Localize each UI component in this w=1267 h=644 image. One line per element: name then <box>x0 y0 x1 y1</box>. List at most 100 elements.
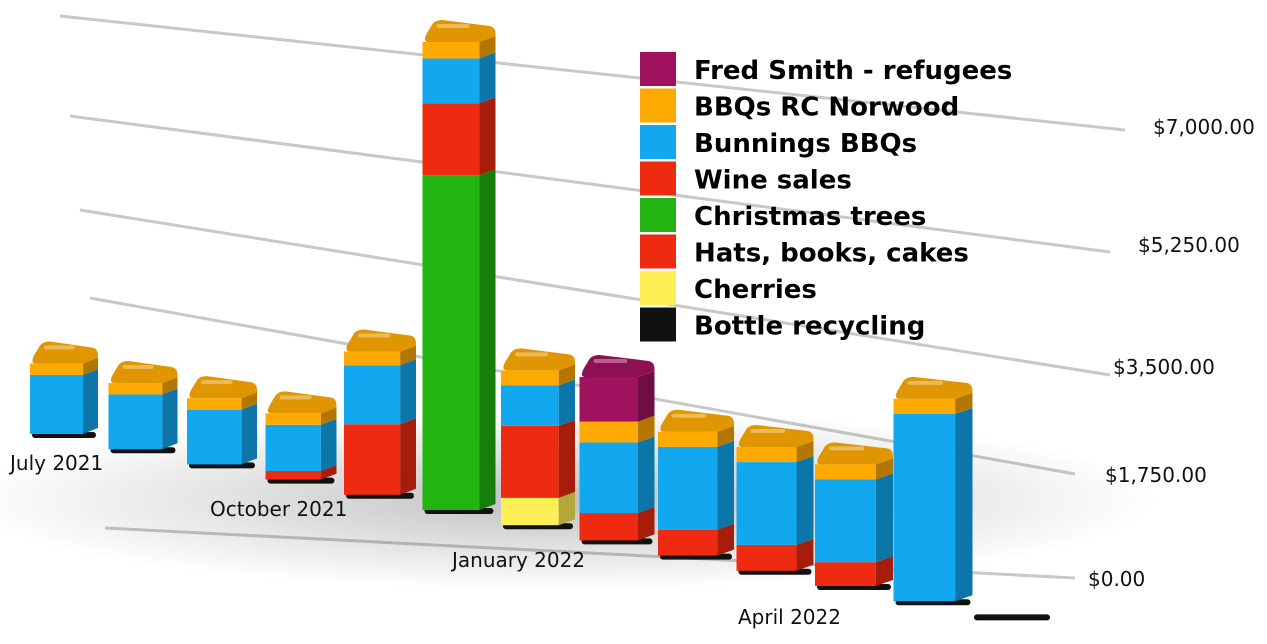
segment-side <box>638 370 655 422</box>
segment-side <box>479 52 496 104</box>
bar-10 <box>815 442 893 590</box>
segment-side <box>638 436 655 514</box>
segment-side <box>241 403 257 465</box>
cap-highlight <box>750 428 786 433</box>
cap-highlight <box>593 358 628 363</box>
segment-side <box>717 523 734 556</box>
segment-bbqs-rc-norwood <box>658 431 718 447</box>
y-tick-label: $0.00 <box>1088 567 1145 591</box>
bar-4 <box>344 329 416 499</box>
segment-side <box>162 376 178 395</box>
segment-side <box>717 440 734 530</box>
gridline-2 <box>79 208 1111 377</box>
legend-swatch <box>640 198 676 232</box>
bar-6 <box>501 348 575 530</box>
bar-cap <box>267 391 337 414</box>
segment-side <box>558 379 575 426</box>
bar-7 <box>579 354 655 545</box>
segment-bunnings-bbqs <box>187 409 242 465</box>
bar-cap <box>895 376 973 399</box>
segment-hats-books-cakes <box>344 424 401 495</box>
bar-3 <box>265 391 337 484</box>
bar-9 <box>736 424 814 575</box>
bar-12 <box>974 614 1050 621</box>
legend-label: Bottle recycling <box>694 312 925 342</box>
segment-side <box>83 368 98 434</box>
segment-bunnings-bbqs <box>265 424 321 471</box>
cap-highlight <box>358 333 391 338</box>
segment-side <box>558 364 575 386</box>
segment-bunnings-bbqs <box>579 442 638 514</box>
segment-side <box>558 491 575 526</box>
segment-bunnings-bbqs <box>344 365 401 425</box>
cap-highlight <box>829 446 865 451</box>
gridline-3 <box>69 114 1111 254</box>
legend-label: Wine sales <box>694 166 852 196</box>
segment-side <box>796 440 814 463</box>
x-tick-label: April 2022 <box>738 605 841 629</box>
bar-cap <box>503 348 575 371</box>
cap-highlight <box>672 413 707 418</box>
segment-side <box>479 97 496 176</box>
cap-highlight <box>515 352 549 357</box>
bar-1 <box>108 360 178 454</box>
segment-hats-books-cakes <box>501 425 559 498</box>
bar-8 <box>658 409 734 560</box>
bar-5 <box>422 20 496 514</box>
cap-highlight <box>279 395 312 400</box>
segment-bbqs-rc-norwood <box>736 446 797 463</box>
segment-bunnings-bbqs <box>108 394 163 450</box>
segment-side <box>638 507 655 541</box>
segment-bbqs-rc-norwood <box>265 413 321 425</box>
segment-side <box>320 407 337 425</box>
bar-11 <box>893 376 973 606</box>
y-axis-ticks: $0.00$1,750.00$3,500.00$5,250.00$7,000.0… <box>1088 115 1255 591</box>
segment-bunnings-bbqs <box>815 479 876 563</box>
segment-side <box>955 392 973 414</box>
segment-side <box>875 458 893 480</box>
legend-label: Cherries <box>694 275 817 305</box>
segment-christmas-trees <box>422 175 480 510</box>
y-tick-label: $3,500.00 <box>1113 355 1215 379</box>
cap-highlight <box>436 24 470 28</box>
x-axis-ticks: July 2021 October 2021 January 2022 April 2… <box>8 451 841 629</box>
segment-bunnings-bbqs <box>30 374 84 434</box>
segment-side <box>241 392 257 410</box>
cap-highlight <box>907 380 944 385</box>
segment-side <box>400 359 416 425</box>
segment-bbqs-rc-norwood <box>579 421 638 443</box>
segment-bbqs-rc-norwood <box>187 398 242 410</box>
y-tick-label: $5,250.00 <box>1138 233 1240 257</box>
segment-bunnings-bbqs <box>422 58 480 104</box>
bar-cap <box>581 354 655 377</box>
segment-side <box>875 556 893 586</box>
segment-side <box>83 357 98 375</box>
x-tick-label: October 2021 <box>210 497 347 521</box>
segment-bbqs-rc-norwood <box>422 42 480 59</box>
cap-highlight <box>201 380 233 385</box>
bar-cap <box>346 329 416 352</box>
segment-fred-smith-refugees <box>579 376 638 422</box>
legend-swatch <box>640 125 676 159</box>
segment-side <box>162 388 178 450</box>
legend-label: Christmas trees <box>694 202 926 232</box>
segment-cherries <box>501 497 559 526</box>
y-tick-label: $7,000.00 <box>1153 115 1255 139</box>
segment-hats-books-cakes <box>736 544 797 571</box>
segment-hats-books-cakes <box>658 529 718 556</box>
bar-0 <box>30 341 98 438</box>
bar-cap <box>424 20 496 42</box>
legend-label: Fred Smith - refugees <box>694 56 1012 86</box>
segment-side <box>479 169 496 510</box>
segment-hats-books-cakes <box>579 513 638 541</box>
segment-bbqs-rc-norwood <box>108 382 163 395</box>
segment-hats-books-cakes <box>815 562 876 586</box>
bars <box>30 20 1050 621</box>
bar-cap <box>110 360 178 383</box>
legend-label: Hats, books, cakes <box>694 239 969 269</box>
segment-hats-books-cakes <box>265 470 321 480</box>
legend-swatch <box>640 88 676 123</box>
legend-label: Bunnings BBQs <box>694 129 917 159</box>
segment-side <box>400 345 416 366</box>
